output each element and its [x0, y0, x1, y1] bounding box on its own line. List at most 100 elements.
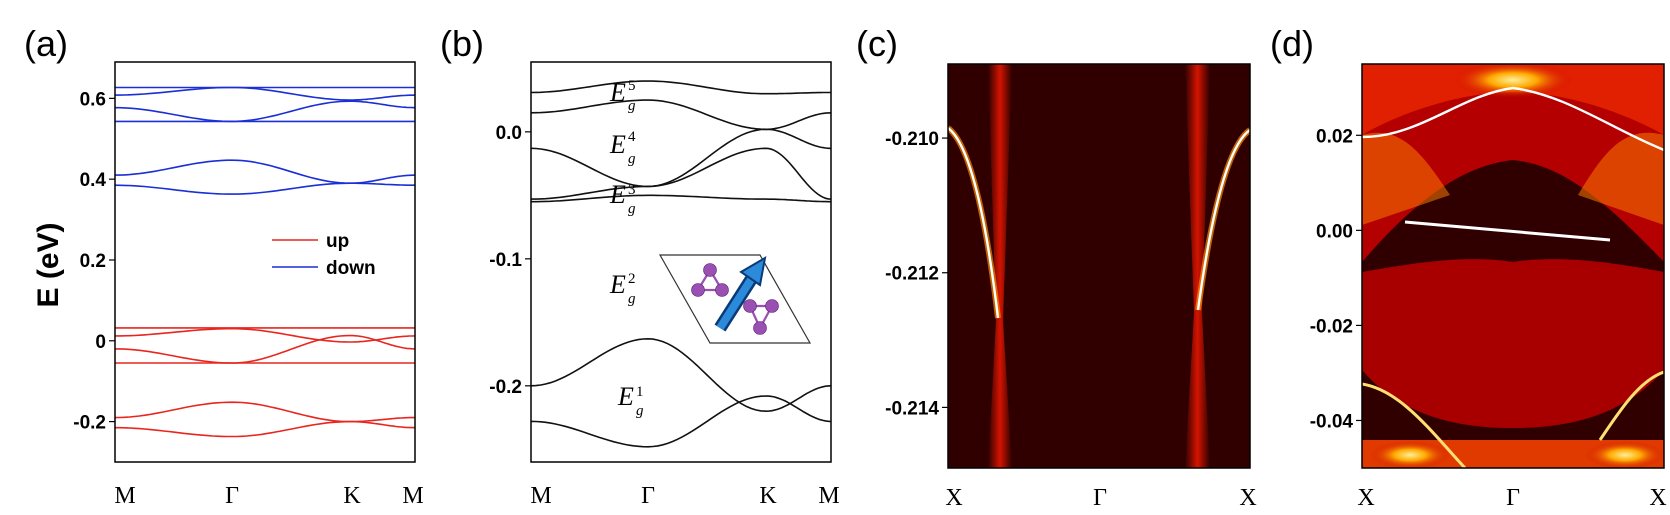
b-ytick-label: -0.2	[489, 377, 522, 398]
surface-state-left	[948, 127, 1000, 319]
d-xtick-label: X	[1649, 485, 1666, 511]
legend-label-down: down	[326, 258, 376, 279]
panel-label-b: (b)	[440, 23, 484, 64]
svg-text:g: g	[636, 403, 644, 419]
surface-state-middle	[1404, 220, 1611, 242]
surface-state-right	[1196, 129, 1250, 311]
b-xtick-label: K	[759, 483, 777, 509]
bulk-hotspot-bottom-left	[1370, 441, 1450, 468]
a-xtick-label: M	[114, 483, 135, 509]
c-ytick-label: -0.210	[885, 129, 939, 150]
band-line-up	[114, 401, 415, 423]
band-line	[531, 147, 832, 200]
b-xtick-label: Γ	[641, 483, 655, 509]
a-xtick-label: K	[343, 483, 361, 509]
band-line	[531, 194, 831, 203]
plot-frame	[947, 63, 1251, 469]
bulk-continuum-upper-edge	[1362, 64, 1664, 135]
magnetization-arrow-icon	[714, 256, 767, 332]
d-xtick-label: X	[1357, 485, 1374, 511]
svg-text:g: g	[628, 151, 636, 167]
b-xtick-label: M	[530, 483, 551, 509]
d-ytick-label: 0.02	[1316, 126, 1353, 147]
d-ytick-label: 0.00	[1316, 221, 1353, 242]
a-ytick-label: 0.2	[80, 251, 106, 272]
c-ytick-label: -0.212	[885, 264, 939, 285]
bulk-band-lower-right	[1185, 312, 1210, 468]
a-xtick-label: M	[402, 483, 423, 509]
bulk-hotspot-right	[1578, 132, 1664, 225]
c-xtick-label: X	[1239, 485, 1256, 511]
label-eg5: E 5 g	[609, 78, 636, 114]
band-line-up	[115, 327, 416, 343]
a-ytick-label: 0.4	[80, 170, 107, 191]
b-ytick-label: -0.1	[489, 250, 522, 271]
svg-text:E: E	[609, 130, 626, 159]
band-line-down	[115, 86, 416, 101]
a-ytick-label: 0.6	[80, 89, 106, 110]
bulk-hotspot-bottom-right	[1585, 441, 1664, 468]
bulk-hotspot-top	[1453, 64, 1573, 98]
band-line-down	[115, 159, 416, 184]
legend-label-up: up	[326, 231, 349, 252]
svg-text:g: g	[628, 98, 636, 114]
bulk-continuum-lower	[1362, 259, 1664, 428]
c-xtick-label: X	[945, 485, 962, 511]
crystal-structure-inset	[658, 254, 812, 344]
surface-state-lower-right	[1598, 370, 1664, 441]
panel-label-c: (c)	[856, 23, 898, 64]
c-xtick-label: Γ	[1093, 485, 1107, 511]
a-ytick-label: -0.2	[73, 413, 106, 434]
atom	[765, 299, 779, 313]
bulk-band-upper-right	[1185, 64, 1210, 312]
panel-c-surface-spectrum: -0.210 -0.212 -0.214 X Γ X	[885, 63, 1257, 511]
atom	[691, 283, 705, 297]
y-axis-title: E (eV)	[32, 222, 65, 307]
svg-text:g: g	[628, 291, 636, 307]
band-line	[530, 128, 831, 188]
panel-d-surface-spectrum: 0.02 0.00 -0.02 -0.04 X Γ X	[1310, 63, 1667, 511]
a-xtick-label: Γ	[225, 483, 239, 509]
svg-text:g: g	[628, 201, 636, 217]
svg-text:E: E	[609, 270, 626, 299]
svg-text:E: E	[609, 78, 626, 107]
surface-state-lower-left	[1362, 382, 1467, 468]
band-line	[530, 337, 832, 413]
plot-frame	[114, 61, 416, 463]
svg-text:5: 5	[628, 78, 636, 94]
band-line-down	[114, 182, 415, 195]
d-ytick-label: -0.02	[1310, 316, 1353, 337]
band-line	[530, 395, 832, 448]
b-xtick-label: M	[818, 483, 839, 509]
band-line-down	[115, 100, 416, 123]
svg-text:4: 4	[628, 129, 636, 145]
svg-text:3: 3	[628, 182, 636, 198]
bulk-band-upper-left	[988, 64, 1012, 320]
svg-text:E: E	[617, 382, 634, 411]
c-ytick-label: -0.214	[885, 398, 939, 419]
a-ytick-label: 0	[95, 332, 106, 353]
label-eg2: E 2 g	[609, 270, 636, 307]
panel-b-phonon-bands: -0.2-0.10.0M Γ K M E 1 g E 2 g E 3 g E 4 g …	[489, 61, 840, 509]
band-line	[530, 80, 831, 95]
atom	[703, 263, 717, 277]
svg-text:1: 1	[636, 384, 644, 400]
plot-frame	[530, 61, 832, 463]
atom	[743, 299, 757, 313]
svg-text:E: E	[609, 180, 626, 209]
atom	[753, 321, 767, 335]
legend: up down	[272, 231, 376, 279]
svg-text:2: 2	[628, 271, 636, 287]
b-ytick-label: 0.0	[496, 123, 522, 144]
band-line-up	[115, 334, 416, 364]
band-line-up	[115, 420, 416, 438]
panel-label-a: (a)	[24, 23, 68, 64]
bulk-hotspot-left	[1362, 132, 1450, 225]
label-eg4: E 4 g	[609, 129, 636, 167]
d-ytick-label: -0.04	[1310, 411, 1354, 432]
panel-a-band-structure: E (eV) -0.2 0 0.2 0.4 0.6 M Γ K M up down	[32, 61, 424, 509]
label-eg1: E 1 g	[617, 382, 644, 419]
atom	[715, 283, 729, 297]
d-xtick-label: Γ	[1506, 485, 1520, 511]
